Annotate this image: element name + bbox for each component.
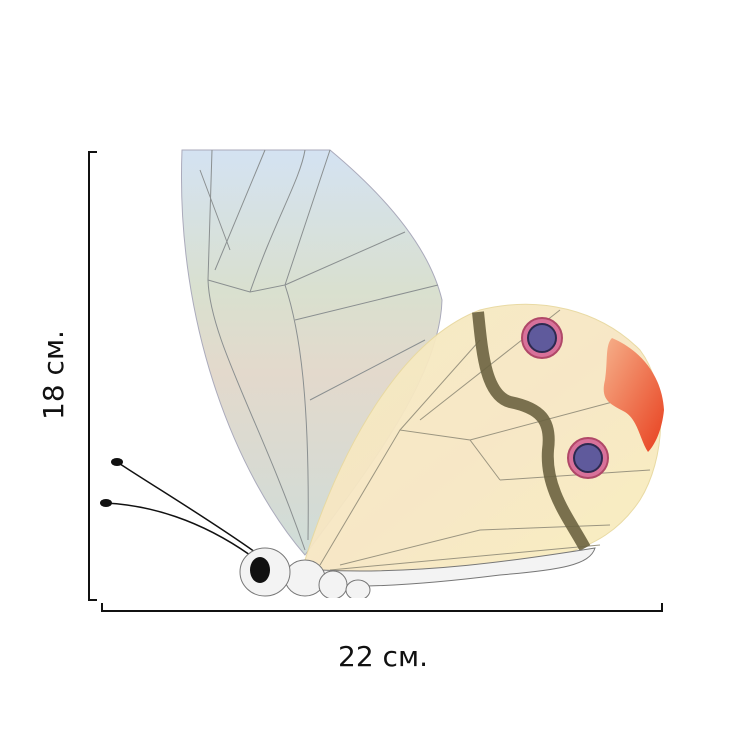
antenna-tip	[100, 499, 112, 507]
wing-band	[472, 311, 591, 551]
antenna-tip	[111, 458, 123, 466]
eyespot-center	[573, 443, 603, 473]
butterfly	[100, 149, 664, 601]
height-label: 18 см.	[37, 330, 70, 420]
dimension-lines	[88, 151, 663, 612]
orange-patch	[603, 338, 664, 452]
width-label: 22 см.	[338, 640, 428, 673]
eye	[250, 557, 270, 583]
forewing-veins	[199, 149, 439, 551]
mask	[0, 598, 750, 750]
antennae	[104, 461, 256, 556]
eyespot-center	[527, 323, 557, 353]
